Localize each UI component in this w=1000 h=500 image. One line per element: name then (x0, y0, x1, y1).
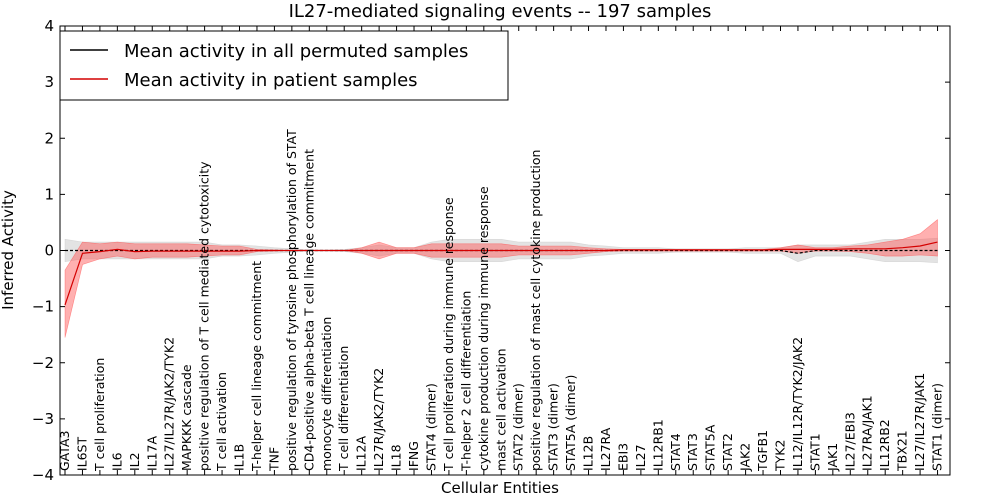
x-tick-label: IL27RA (598, 427, 613, 471)
y-tick-label: −1 (32, 298, 54, 316)
y-axis-label: Inferred Activity (0, 190, 17, 310)
x-tick-label: positive regulation of mast cell cytokin… (528, 150, 543, 471)
x-tick-label: cytokine production during immune respon… (476, 186, 491, 471)
y-tick-label: 0 (44, 242, 54, 260)
x-tick-label: IL27/IL27R/JAK2/TYK2 (162, 337, 177, 471)
x-tick-label: STAT4 (668, 433, 683, 471)
x-tick-label: T cell proliferation during immune respo… (441, 197, 456, 472)
x-tick-label: positive regulation of tyrosine phosphor… (284, 129, 299, 471)
x-tick-label: GATA3 (57, 431, 72, 471)
x-tick-label: STAT2 (dimer) (511, 383, 526, 471)
x-tick-label: IL18 (389, 444, 404, 471)
x-tick-label: IL12B (581, 436, 596, 471)
x-tick-label: JAK1 (825, 443, 840, 472)
x-tick-label: T-helper cell lineage commitment (249, 261, 264, 472)
x-tick-label: positive regulation of T cell mediated c… (197, 161, 212, 471)
line-series-1 (64, 241, 938, 306)
x-tick-label: TYK2 (773, 440, 788, 472)
x-tick-label: IL27RA/JAK1 (860, 395, 875, 471)
x-tick-label: STAT2 (720, 433, 735, 471)
legend-label-patient: Mean activity in patient samples (124, 70, 418, 91)
x-tick-label: STAT5A (dimer) (563, 375, 578, 471)
y-tick-label: −4 (32, 466, 54, 484)
x-tick-label: IL6 (109, 452, 124, 471)
x-tick-label: T-helper 2 cell differentiation (458, 291, 473, 472)
chart-title: IL27-mediated signaling events -- 197 sa… (289, 1, 712, 22)
y-tick-label: −3 (32, 410, 54, 428)
x-tick-label: TBX21 (895, 430, 910, 472)
x-tick-label: IL1B (232, 444, 247, 471)
x-tick-label: TGFB1 (755, 430, 770, 472)
y-tick-label: 3 (44, 73, 54, 91)
x-tick-label: STAT3 (685, 433, 700, 471)
legend-label-permuted: Mean activity in all permuted samples (124, 41, 468, 62)
y-tick-label: −2 (32, 354, 54, 372)
x-axis: GATA3 IL6ST T cell proliferation IL6 IL2 IL17… (57, 26, 945, 475)
x-tick-label: IL27R/JAK2/TYK2 (371, 368, 386, 471)
x-tick-label: STAT4 (dimer) (424, 383, 439, 471)
x-tick-label: MAPKKK cascade (179, 364, 194, 471)
x-tick-label: T cell activation (214, 372, 229, 472)
x-axis-label: Cellular Entities (441, 479, 559, 497)
x-tick-label: IL12/IL12R/TYK2/JAK2 (790, 337, 805, 471)
x-tick-label: STAT1 (dimer) (930, 383, 945, 471)
x-tick-label: STAT5A (703, 424, 718, 471)
legend-box (59, 30, 509, 101)
legend: Mean activity in all permuted samples Me… (59, 30, 509, 101)
x-tick-label: TNF (266, 447, 281, 472)
y-axis: −4 −3 −2 −1 0 1 2 3 4 (32, 17, 950, 484)
x-tick-label: IL27/IL27R/JAK1 (912, 373, 927, 471)
series-lines (64, 241, 938, 306)
x-tick-label: T cell differentiation (336, 346, 351, 472)
x-tick-label: monocyte differentiation (319, 317, 334, 471)
x-tick-label: STAT1 (807, 433, 822, 471)
x-tick-label: IL12RB2 (877, 419, 892, 471)
x-tick-label: IL12RB1 (650, 419, 665, 471)
x-tick-label: IL2 (127, 452, 142, 471)
y-tick-label: 2 (44, 129, 54, 147)
x-tick-label: JAK2 (738, 443, 753, 472)
x-tick-label: IL6ST (75, 437, 90, 472)
x-tick-label: T cell proliferation (92, 358, 107, 472)
x-tick-label: IL12A (354, 435, 369, 471)
x-tick-label: mast cell activation (493, 348, 508, 471)
x-tick-label: EBI3 (615, 443, 630, 471)
x-tick-label: IL27 (633, 444, 648, 471)
y-tick-label: 4 (44, 17, 54, 35)
x-tick-label: IFNG (406, 441, 421, 471)
x-tick-label: STAT3 (dimer) (546, 383, 561, 471)
y-tick-label: 1 (44, 185, 54, 203)
x-tick-label: CD4-positive alpha-beta T cell lineage c… (301, 149, 316, 471)
x-tick-label: IL17A (144, 435, 159, 471)
x-tick-label: IL27/EBI3 (842, 412, 857, 471)
